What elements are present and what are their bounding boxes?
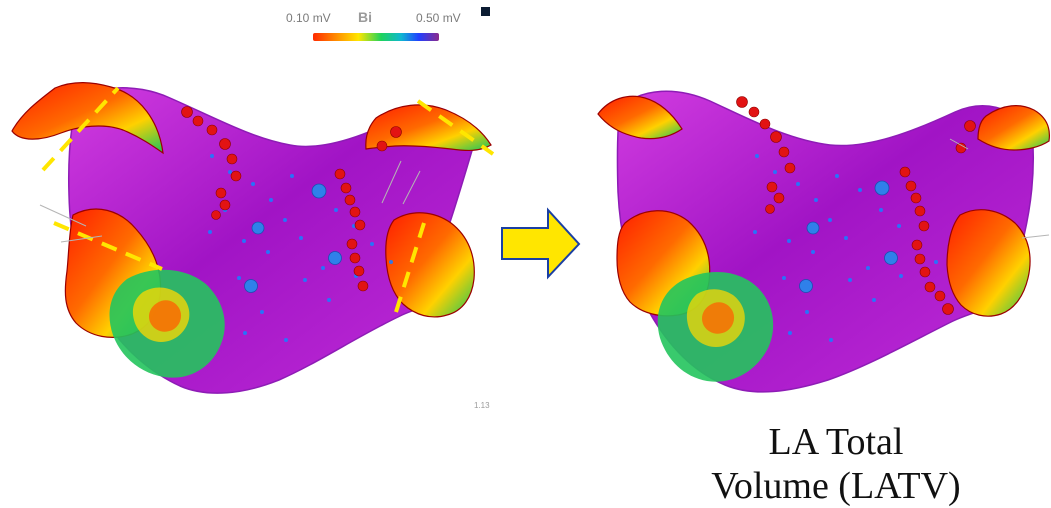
right-pv-1 — [597, 95, 683, 140]
left-pv-1 — [11, 82, 164, 155]
legend-toggle-icon[interactable] — [481, 7, 490, 16]
left-cut-lines — [41, 86, 495, 313]
caption-line-2: Volume (LATV) — [711, 465, 961, 507]
left-scar-detail-2 — [149, 300, 182, 332]
right-arrow-icon — [501, 207, 581, 280]
figure-caption: LA Total Volume (LATV) — [704, 420, 968, 508]
left-catheter-lines — [39, 160, 421, 243]
caption-line-1: LA Total — [768, 421, 904, 463]
legend-mode-label: Bi — [358, 9, 372, 25]
right-atrial-map — [597, 90, 1051, 393]
transition-arrow — [501, 207, 581, 280]
right-red-markers — [736, 96, 976, 315]
left-red-markers — [181, 106, 402, 292]
legend-max-label: 0.50 mV — [416, 11, 461, 25]
left-pv-4 — [385, 212, 475, 318]
right-blue-markers — [799, 180, 898, 293]
right-pv-4 — [946, 209, 1031, 317]
legend-min-label: 0.10 mV — [286, 11, 331, 25]
left-pv-3 — [365, 104, 492, 152]
left-atrial-map — [11, 82, 495, 394]
left-blue-markers — [244, 183, 342, 293]
right-catheter-lines — [949, 138, 1050, 239]
scale-readout: 1.13 — [474, 401, 490, 410]
legend-gradient-bar — [313, 33, 439, 41]
right-pv-3 — [977, 105, 1051, 151]
right-scar-detail-2 — [702, 302, 735, 334]
